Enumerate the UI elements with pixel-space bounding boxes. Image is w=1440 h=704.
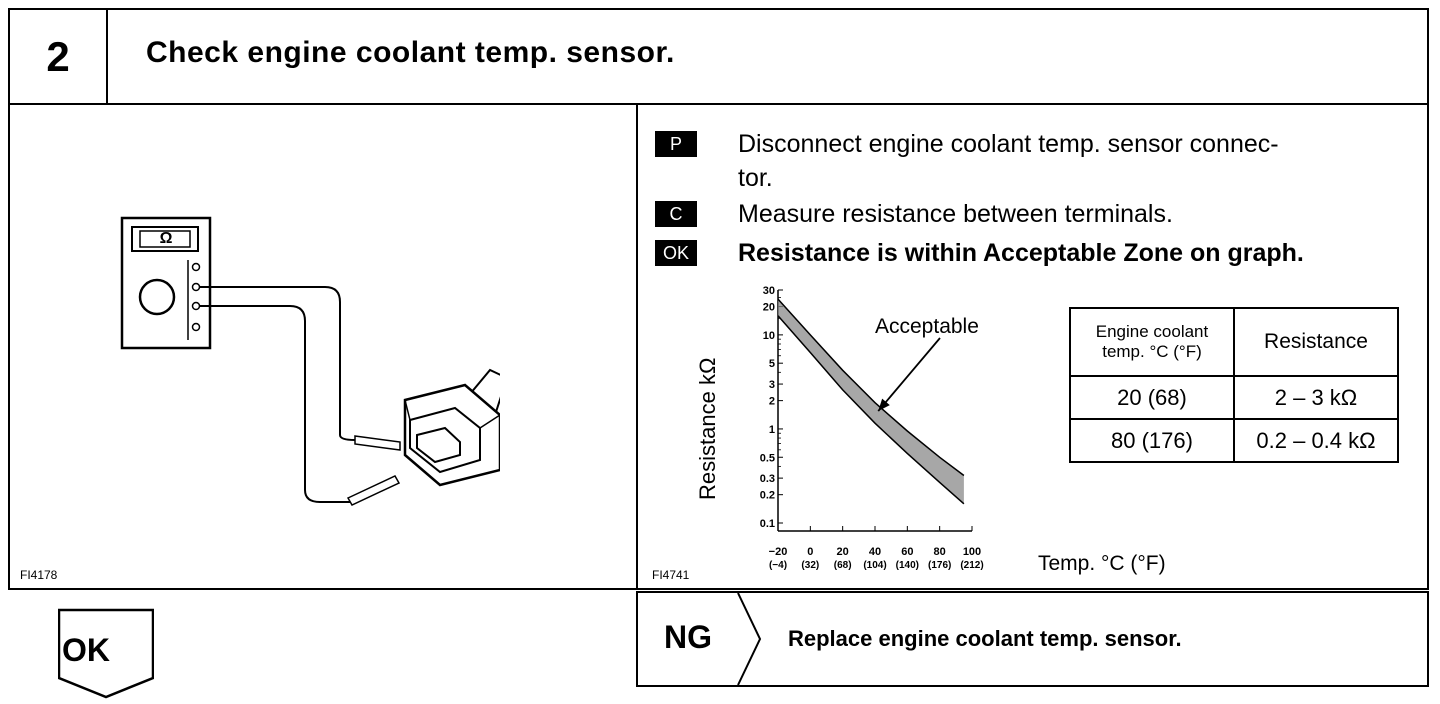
test-lead [200, 305, 350, 503]
spec-table: Engine coolant temp. °C (°F) Resistance … [1069, 307, 1399, 463]
instruction-text: Disconnect engine coolant temp. sensor c… [738, 130, 1279, 158]
test-lead [200, 286, 360, 441]
table-header-row: Engine coolant temp. °C (°F) Resistance [1069, 307, 1399, 377]
coolant-temp-sensor [403, 368, 500, 487]
upper-limit-line [777, 298, 965, 477]
step-title: Check engine coolant temp. sensor. [146, 36, 675, 69]
table-cell-temp: 20 (68) [1069, 375, 1235, 420]
y-tick-label: 20 [763, 302, 775, 314]
instruction-text: tor. [738, 164, 773, 192]
table-row: 20 (68) 2 – 3 kΩ [1069, 375, 1399, 420]
y-tick-label: 3 [769, 379, 775, 391]
lower-limit-line [777, 315, 965, 505]
annotation-arrow [877, 337, 941, 412]
y-tick-label: 0.3 [760, 473, 775, 485]
y-tick-label: 30 [763, 285, 775, 297]
ng-result-text: Replace engine coolant temp. sensor. [788, 626, 1182, 651]
x-tick-label: 80 [934, 546, 946, 558]
ohmmeter-dial [138, 278, 176, 316]
ng-result-arrow [737, 593, 762, 685]
instruction-text: Measure resistance between terminals. [738, 200, 1173, 228]
step-number: 2 [10, 10, 108, 103]
ok-result-label: OK [62, 632, 110, 668]
ng-result-label: NG [664, 619, 712, 655]
ohmmeter-terminal [191, 301, 201, 311]
table-header-temp-line: Engine coolant [1095, 322, 1209, 341]
ohmmeter-terminal [191, 262, 201, 272]
procedure-body [8, 103, 1429, 590]
ng-result-box [636, 591, 1429, 687]
ohmmeter-terminal [191, 322, 201, 332]
right-figure-code: FI4741 [652, 568, 690, 582]
y-tick-label: 10 [763, 330, 775, 342]
y-tick-label: 2 [769, 396, 775, 408]
x-tick-label: 40 [869, 546, 881, 558]
table-cell-resistance: 2 – 3 kΩ [1233, 375, 1399, 420]
table-row: 80 (176) 0.2 – 0.4 kΩ [1069, 418, 1399, 463]
instruction-badge-p: P [655, 131, 697, 157]
instruction-text: Resistance is within Acceptable Zone on … [738, 239, 1304, 267]
x-tick-label-f: (212) [960, 560, 983, 571]
x-tick-label-f: (−4) [769, 560, 787, 571]
y-tick-label: 1 [769, 424, 775, 436]
table-header-resistance: Resistance [1233, 307, 1399, 377]
y-tick-label: 0.2 [760, 490, 775, 502]
y-tick-label: 0.5 [760, 452, 775, 464]
x-tick-label: −20 [769, 546, 788, 558]
step-header [8, 8, 1429, 105]
table-cell-temp: 80 (176) [1069, 418, 1235, 463]
x-tick-label-f: (176) [928, 560, 951, 571]
x-tick-label-f: (140) [896, 560, 919, 571]
x-tick-label: 60 [901, 546, 913, 558]
table-cell-resistance: 0.2 – 0.4 kΩ [1233, 418, 1399, 463]
ohmmeter-symbol: Ω [159, 230, 173, 247]
chart-y-label: Resistance kΩ [695, 357, 720, 500]
chart-annotation: Acceptable [875, 315, 979, 338]
x-tick-label-f: (104) [863, 560, 886, 571]
instruction-badge-c: C [655, 201, 697, 227]
x-tick-label: 100 [963, 546, 981, 558]
column-divider [636, 105, 638, 590]
test-probe [346, 475, 401, 506]
table-header-temp-line: temp. °C (°F) [1102, 342, 1202, 361]
left-figure-code: FI4178 [20, 568, 58, 582]
y-tick-label: 5 [769, 358, 775, 370]
test-probe [354, 435, 401, 451]
x-tick-label-f: (68) [834, 560, 852, 571]
x-tick-label: 0 [807, 546, 813, 558]
instruction-badge-ok: OK [655, 240, 697, 266]
x-tick-label-f: (32) [801, 560, 819, 571]
ok-result-arrow [58, 608, 154, 699]
acceptable-zone [778, 299, 964, 504]
annotation-arrowhead [878, 398, 890, 412]
chart-x-label: Temp. °C (°F) [1038, 552, 1166, 575]
ohmmeter-illustration [120, 216, 500, 506]
x-tick-label: 20 [837, 546, 849, 558]
table-header-temp: Engine coolant temp. °C (°F) [1069, 307, 1235, 377]
resistance-chart: 30 20 10 5 3 2 1 0.5 0.3 0.2 0.1 −20 (−4) 0 (32) 20 (68)… [760, 285, 984, 571]
ohmmeter-terminal [191, 282, 201, 292]
y-tick-label: 0.1 [760, 518, 775, 530]
